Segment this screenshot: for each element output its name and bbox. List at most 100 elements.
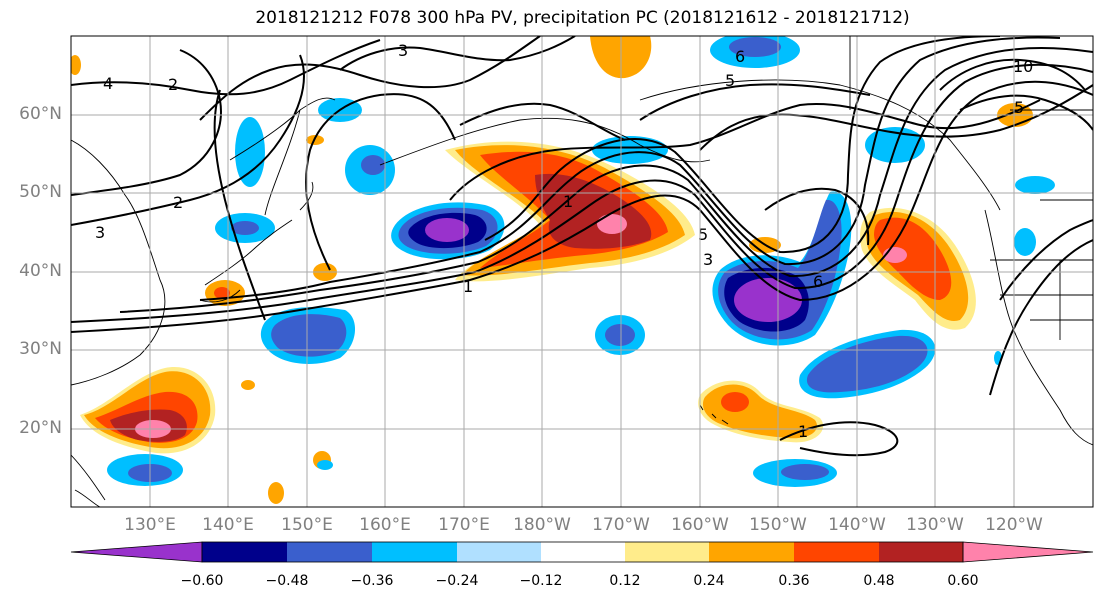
contour-label-layer: 4 2 3 2 3 1 1 5 3 6 5 6 10 5 1 — [95, 41, 1033, 441]
colorbar-swatch — [879, 542, 963, 562]
positive-ne-pacific-red — [874, 217, 952, 300]
colorbar-swatch — [709, 542, 794, 562]
pv-contour-22 — [779, 421, 899, 457]
colorbar-tick-label: −0.60 — [180, 573, 224, 589]
pv-contour-12 — [199, 36, 541, 121]
contour-label: 1 — [563, 192, 573, 211]
negative-blob-1-core — [605, 324, 635, 346]
colorbar-tick-label: −0.12 — [519, 573, 563, 589]
colorbar-outline — [201, 541, 964, 563]
lon-label: 170°E — [438, 515, 490, 535]
contour-label: 5 — [725, 71, 735, 90]
graticule — [71, 36, 1093, 507]
lon-label: 160°W — [671, 515, 729, 535]
pv-contour-18 — [939, 58, 1086, 91]
positive-blob-japan-core — [214, 287, 230, 299]
colorbar-tick-label: 0.24 — [693, 573, 725, 589]
lon-label: 140°E — [202, 515, 254, 535]
map-frame — [70, 35, 1094, 508]
aleutians — [379, 117, 711, 166]
pv-contour-16 — [699, 84, 1093, 151]
lon-label: 130°W — [906, 515, 964, 535]
colorbar-swatch — [287, 542, 372, 562]
pv-contour-13 — [339, 36, 576, 71]
us-states — [1000, 260, 1093, 340]
lon-label: 150°W — [749, 515, 807, 535]
pv-contour-8 — [213, 89, 266, 321]
pv-contour-15 — [639, 83, 871, 121]
pv-contour-1 — [71, 80, 1093, 333]
positive-blob-small-3 — [268, 482, 284, 504]
contour-label: 3 — [95, 223, 105, 242]
pv-contour-3 — [119, 47, 1093, 313]
negative-trough-aleutian-core — [734, 278, 802, 322]
pv-contour-17 — [764, 187, 870, 246]
japan-islands — [199, 181, 314, 303]
pv-contour-7 — [305, 93, 456, 271]
negative-blob-11 — [1015, 176, 1055, 194]
map-title: 2018121212 F078 300 hPa PV, precipitatio… — [255, 8, 910, 28]
colorbar-tick-label: −0.48 — [265, 573, 309, 589]
kamchatka — [229, 97, 336, 216]
lat-label: 40°N — [19, 261, 62, 281]
lon-label: 120°W — [985, 515, 1043, 535]
lat-label: 60°N — [19, 104, 62, 124]
china-coast-south — [71, 454, 106, 507]
asia-coast — [71, 139, 166, 386]
lat-label: 30°N — [19, 339, 62, 359]
colorbar-tick-label: −0.36 — [350, 573, 394, 589]
contour-label: 3 — [703, 250, 713, 269]
negative-north-central-core — [425, 218, 469, 242]
contour-label: 4 — [103, 74, 113, 93]
colorbar-tick-label: 0.12 — [609, 573, 641, 589]
positive-core-dateline — [597, 214, 627, 234]
contour-label: 1 — [463, 277, 473, 296]
pv-contour-19 — [959, 94, 1093, 131]
positive-blob-small-8 — [71, 55, 81, 75]
negative-west-pacific-blue — [271, 314, 347, 357]
colorbar-tick-label: 0.48 — [863, 573, 895, 589]
lat-label: 50°N — [19, 182, 62, 202]
colorbar-swatch — [202, 542, 287, 562]
negative-blob-10 — [865, 127, 925, 163]
negative-blob-5 — [235, 117, 265, 187]
lon-label: 160°E — [359, 515, 411, 535]
pv-contour-11 — [71, 39, 381, 96]
colorbar-extend-low — [70, 541, 203, 563]
pc-shading-layer — [71, 36, 1055, 504]
negative-blob-9-core — [729, 37, 781, 57]
north-america-west-coast — [984, 209, 1093, 446]
negative-blob-12 — [1014, 228, 1036, 256]
contour-label: 6 — [735, 47, 745, 66]
negative-blob-2-core — [781, 464, 829, 480]
alaska-coast — [639, 79, 1001, 211]
colorbar-tick-label: −0.24 — [435, 573, 479, 589]
contour-label: 6 — [813, 272, 823, 291]
pv-contour-20 — [989, 239, 1093, 396]
contour-label: 3 — [398, 41, 408, 60]
colorbar-extend-high — [962, 541, 1094, 563]
negative-blob-6-core — [231, 221, 259, 235]
colorbar-swatch — [794, 542, 879, 562]
contour-label: 1 — [798, 422, 808, 441]
pv-contours — [71, 36, 1093, 457]
lon-label: 130°E — [124, 515, 176, 535]
pv-contour-21 — [999, 219, 1093, 301]
colorbar-tick-label: 0.60 — [947, 573, 979, 589]
positive-blob-small-4 — [241, 380, 255, 390]
pv-contour-10 — [71, 49, 222, 196]
colorbar-tick-label: 0.36 — [778, 573, 810, 589]
contour-label: 2 — [173, 193, 183, 212]
lon-label: 140°W — [828, 515, 886, 535]
lat-label: 20°N — [19, 418, 62, 438]
lon-label: 180°W — [513, 515, 571, 535]
contour-label: 5 — [698, 225, 708, 244]
negative-blob-4-core — [361, 155, 385, 175]
lon-label: 170°W — [592, 515, 650, 535]
pv-contour-9 — [71, 54, 305, 226]
negative-blob-13 — [317, 460, 333, 470]
colorbar-swatch — [625, 542, 709, 562]
contour-label: 10 — [1013, 57, 1033, 76]
contour-label: 5 — [1014, 98, 1024, 117]
